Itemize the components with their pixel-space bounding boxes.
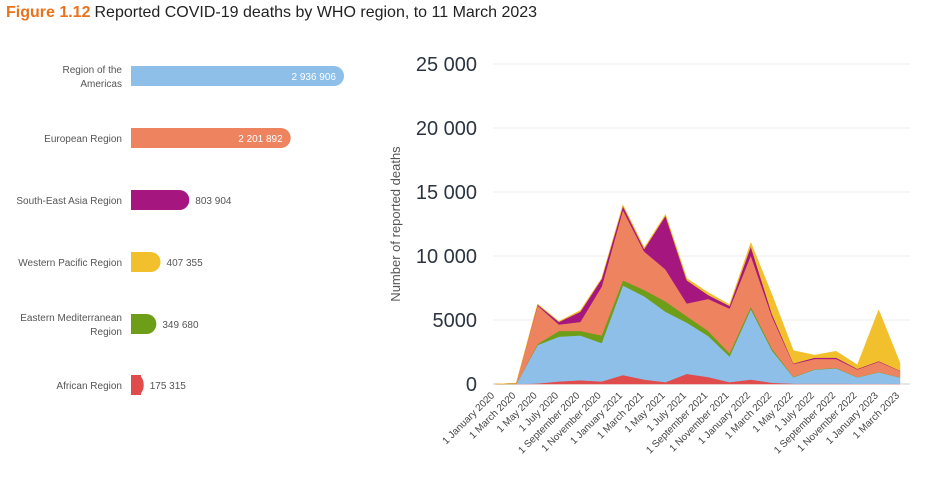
bar-value-label: 2 201 892: [238, 134, 283, 145]
bar-base: [131, 66, 141, 86]
bar-base: [131, 190, 141, 210]
bar-value-label: 175 315: [150, 381, 187, 392]
bar-base: [131, 128, 141, 148]
category-label: Region: [90, 327, 122, 338]
y-tick-label: 0: [466, 374, 477, 396]
category-label: European Region: [44, 134, 122, 145]
figure-number: Figure 1.12: [6, 4, 91, 21]
bar-value-label: 349 680: [162, 320, 199, 331]
area-series: [494, 204, 901, 385]
daily-deaths-area-chart: 0 5000 10 000 15 000 20 000 25 000 Number of r…: [388, 54, 910, 456]
y-tick-label: 25 000: [416, 54, 477, 76]
bar-value-label: 803 904: [195, 196, 232, 207]
bar-value-label: 2 936 906: [292, 72, 337, 83]
category-label: Americas: [80, 79, 122, 90]
bar-base: [131, 375, 141, 395]
category-label: Eastern Mediterranean: [20, 313, 122, 324]
bar: [131, 66, 344, 86]
bar: [131, 190, 190, 210]
category-label: South-East Asia Region: [16, 196, 122, 207]
regional-deaths-bar-chart: 2 936 906 Region of the Americas 2 201 892 E…: [16, 65, 344, 395]
y-tick-label: 5000: [433, 310, 478, 332]
figure-title: Figure 1.12 Reported COVID-19 deaths by W…: [6, 4, 537, 22]
bar-value-label: 407 355: [167, 258, 204, 269]
category-label: Western Pacific Region: [18, 258, 122, 269]
y-tick-label: 15 000: [416, 182, 477, 204]
bar-base: [131, 314, 141, 334]
figure-caption: Reported COVID-19 deaths by WHO region, …: [94, 4, 538, 21]
category-label: Region of the: [63, 65, 123, 76]
y-axis-label: Number of reported deaths: [388, 146, 403, 302]
bar-base: [131, 252, 141, 272]
bar: [131, 128, 291, 148]
y-tick-label: 10 000: [416, 246, 477, 268]
y-tick-label: 20 000: [416, 118, 477, 140]
category-label: African Region: [56, 381, 122, 392]
